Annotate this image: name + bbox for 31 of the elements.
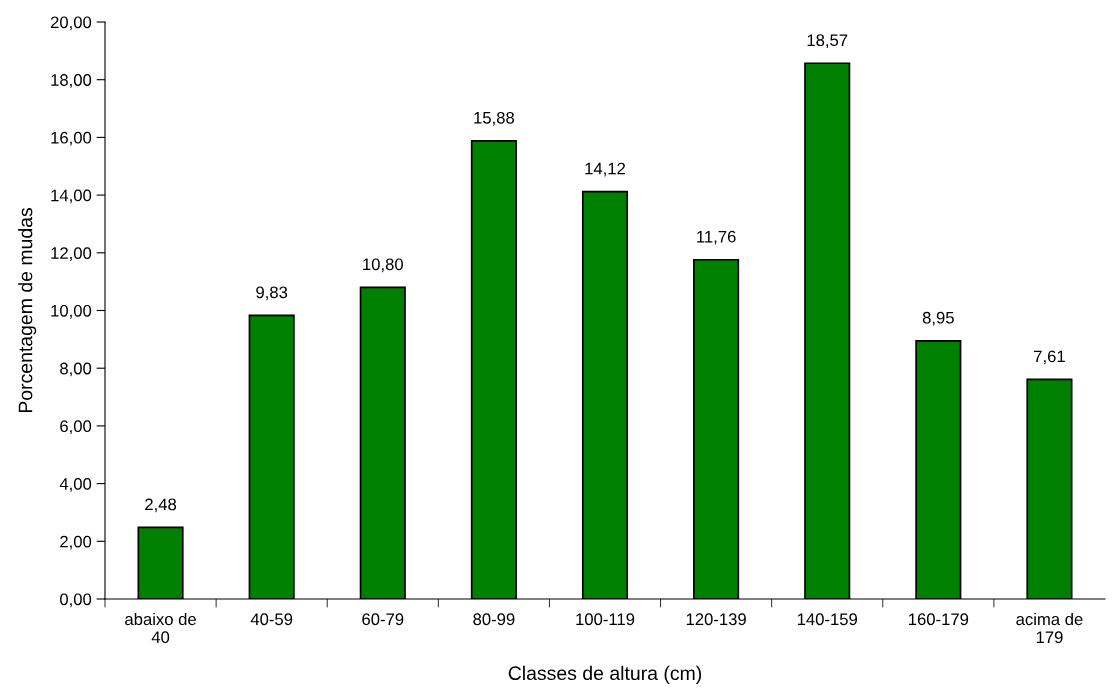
- x-tick-label: 160-179: [909, 613, 969, 626]
- data-label: 9,83: [256, 286, 288, 301]
- x-tick-label: 80-99: [473, 613, 515, 626]
- y-tick-label: 6,00: [60, 420, 92, 435]
- data-label: 14,12: [585, 162, 626, 177]
- data-label: 11,76: [697, 230, 736, 245]
- data-label: 2,48: [145, 498, 177, 513]
- data-label: 18,57: [807, 34, 848, 49]
- y-tick-label: 20,00: [50, 16, 92, 31]
- y-tick-label: 18,00: [51, 74, 92, 88]
- x-tick-label: 140-159: [797, 613, 858, 626]
- x-tick-label: 120-139: [686, 613, 746, 626]
- x-tick-label: 100-119: [576, 613, 635, 626]
- y-tick-label: 2,00: [60, 535, 92, 550]
- y-tick-label: 0,00: [60, 593, 92, 608]
- y-tick-label: 10,00: [51, 304, 92, 319]
- y-tick-label: 8,00: [60, 362, 92, 377]
- data-label: 7,61: [1034, 350, 1065, 365]
- y-tick-label: 12,00: [51, 247, 92, 261]
- data-label: 8,95: [922, 311, 954, 326]
- y-tick-label: 14,00: [51, 189, 92, 204]
- y-axis-title: Porcentagem de mudas: [18, 207, 37, 413]
- y-tick-label: 4,00: [59, 478, 92, 492]
- data-label: 15,88: [474, 111, 515, 126]
- x-tick-label: 40-59: [250, 613, 293, 626]
- y-tick-label: 16,00: [51, 131, 92, 146]
- x-tick-label: abaixo de 40: [125, 612, 196, 644]
- x-tick-label: 60-79: [362, 613, 404, 626]
- x-tick-label: acima de 179: [1016, 612, 1083, 644]
- data-label: 10,80: [363, 258, 403, 273]
- x-axis-title: Classes de altura (cm): [508, 665, 702, 684]
